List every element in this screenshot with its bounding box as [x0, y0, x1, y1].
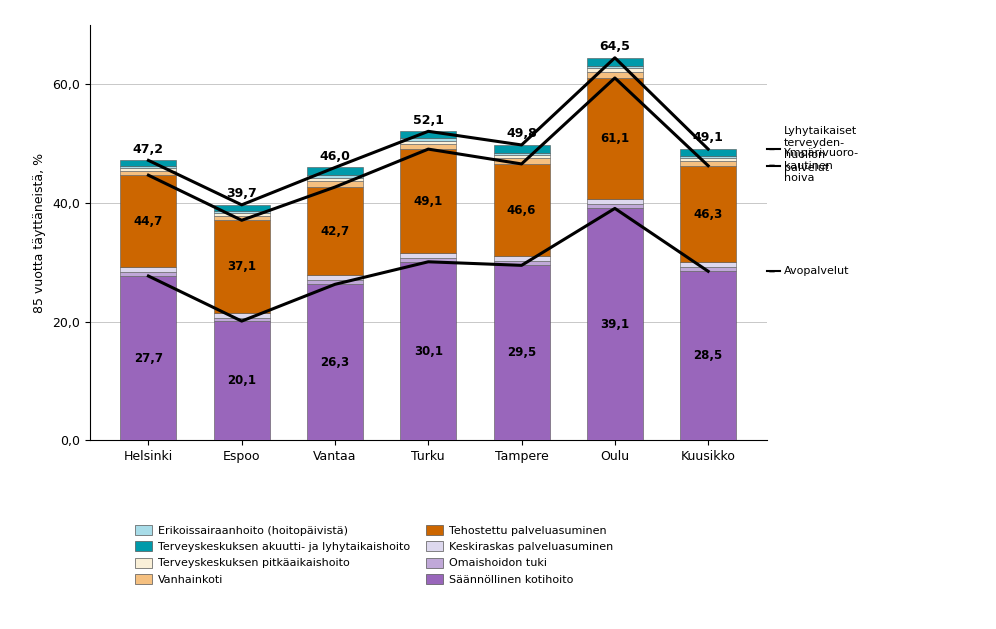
- Bar: [307, 167, 363, 175]
- Text: 27,7: 27,7: [133, 352, 163, 365]
- Bar: [400, 131, 456, 138]
- Bar: [494, 159, 550, 164]
- Text: 20,1: 20,1: [227, 374, 256, 387]
- Bar: [587, 69, 642, 72]
- Bar: [307, 280, 363, 284]
- Bar: [307, 284, 363, 440]
- Text: 28,5: 28,5: [693, 349, 723, 362]
- Text: 46,6: 46,6: [507, 204, 536, 217]
- Bar: [680, 267, 736, 271]
- Bar: [680, 165, 736, 262]
- Text: 49,1: 49,1: [692, 131, 723, 145]
- Bar: [494, 155, 550, 159]
- Text: 29,5: 29,5: [507, 347, 536, 359]
- Bar: [494, 164, 550, 257]
- Bar: [494, 145, 550, 153]
- Bar: [400, 149, 456, 253]
- Bar: [121, 276, 176, 440]
- Bar: [494, 265, 550, 440]
- Bar: [121, 160, 176, 166]
- Bar: [587, 78, 642, 199]
- Bar: [307, 175, 363, 177]
- Text: 52,1: 52,1: [412, 114, 444, 126]
- Bar: [680, 149, 736, 156]
- Text: Avopalvelut: Avopalvelut: [784, 266, 850, 276]
- Text: 42,7: 42,7: [321, 225, 350, 238]
- Text: 47,2: 47,2: [132, 143, 164, 155]
- Bar: [121, 170, 176, 175]
- Text: 61,1: 61,1: [601, 132, 629, 145]
- Bar: [214, 213, 270, 216]
- Bar: [307, 187, 363, 276]
- Bar: [680, 161, 736, 165]
- Bar: [587, 58, 642, 66]
- Bar: [494, 257, 550, 261]
- Bar: [680, 271, 736, 440]
- Text: 64,5: 64,5: [600, 40, 630, 53]
- Bar: [214, 318, 270, 321]
- Text: 39,1: 39,1: [601, 318, 629, 331]
- Bar: [307, 177, 363, 181]
- Bar: [400, 253, 456, 258]
- Bar: [214, 313, 270, 318]
- Bar: [307, 276, 363, 280]
- Text: 46,0: 46,0: [320, 150, 351, 163]
- Bar: [494, 153, 550, 155]
- Bar: [680, 158, 736, 161]
- Text: 26,3: 26,3: [321, 356, 350, 369]
- Bar: [307, 181, 363, 187]
- Bar: [400, 140, 456, 144]
- Bar: [587, 72, 642, 78]
- Bar: [587, 208, 642, 440]
- Y-axis label: 85 vuotta täyttäneistä, %: 85 vuotta täyttäneistä, %: [34, 153, 47, 313]
- Bar: [214, 211, 270, 213]
- Text: Ympärivuoro-
kautinen
hoiva: Ympärivuoro- kautinen hoiva: [784, 148, 859, 183]
- Bar: [680, 262, 736, 267]
- Bar: [587, 66, 642, 69]
- Text: 49,8: 49,8: [506, 127, 537, 140]
- Bar: [121, 267, 176, 272]
- Legend: Erikoissairaanhoito (hoitopäivistä), Terveyskeskuksen akuutti- ja lyhytaikaishoi: Erikoissairaanhoito (hoitopäivistä), Ter…: [130, 521, 618, 589]
- Bar: [214, 220, 270, 313]
- Bar: [494, 261, 550, 265]
- Text: 37,1: 37,1: [227, 260, 256, 273]
- Text: 39,7: 39,7: [226, 187, 257, 200]
- Bar: [121, 166, 176, 168]
- Text: 30,1: 30,1: [413, 345, 443, 357]
- Bar: [400, 144, 456, 149]
- Bar: [121, 168, 176, 170]
- Text: 44,7: 44,7: [133, 214, 163, 228]
- Bar: [587, 204, 642, 208]
- Bar: [214, 321, 270, 440]
- Bar: [214, 216, 270, 220]
- Bar: [400, 138, 456, 140]
- Bar: [587, 199, 642, 204]
- Text: Lyhytaikaiset
terveyden-
huollon
palvelut: Lyhytaikaiset terveyden- huollon palvelu…: [784, 126, 858, 173]
- Text: 49,1: 49,1: [413, 194, 443, 208]
- Bar: [121, 272, 176, 276]
- Bar: [680, 156, 736, 158]
- Bar: [400, 258, 456, 262]
- Bar: [121, 175, 176, 267]
- Bar: [214, 205, 270, 211]
- Bar: [400, 262, 456, 440]
- Text: 46,3: 46,3: [693, 208, 723, 221]
